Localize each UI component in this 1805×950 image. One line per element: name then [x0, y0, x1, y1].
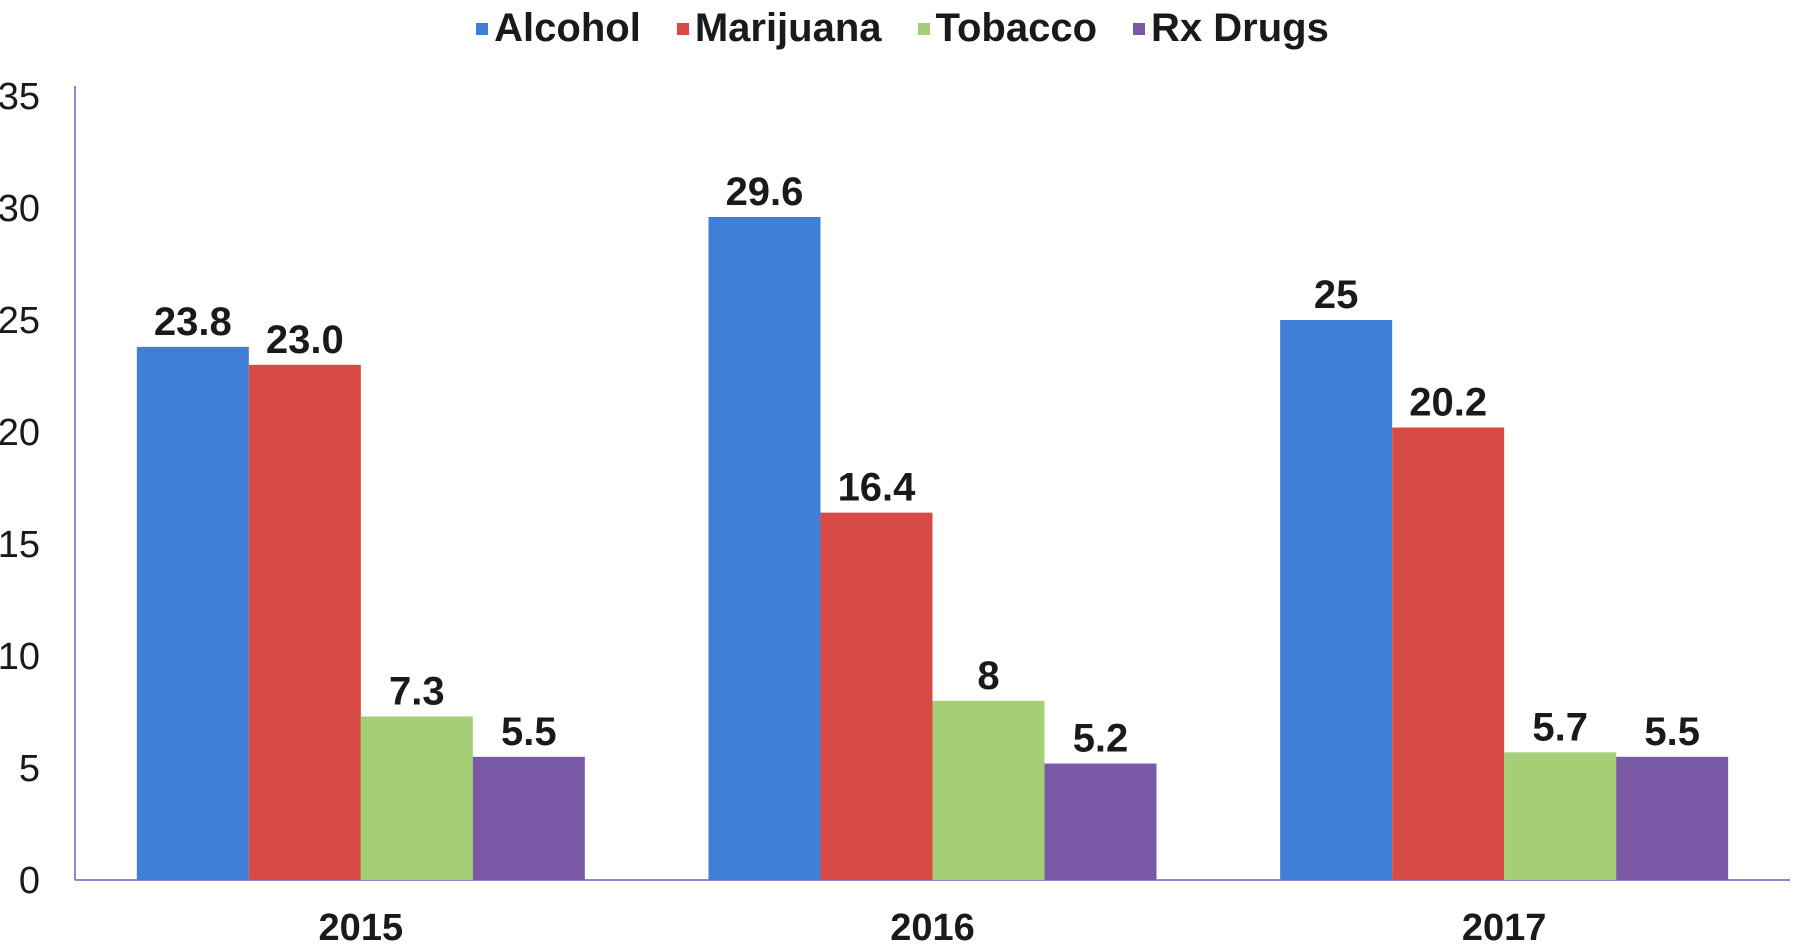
legend-item-alcohol: Alcohol	[476, 6, 641, 51]
y-tick-label: 10	[0, 636, 40, 678]
data-label: 23.0	[266, 318, 344, 362]
legend-item-tobacco: Tobacco	[917, 6, 1098, 51]
legend-label: Marijuana	[694, 6, 882, 50]
data-label: 20.2	[1409, 381, 1487, 425]
y-tick-label: 15	[0, 524, 40, 566]
y-tick-label: 20	[0, 412, 40, 454]
bar-alcohol-2016	[708, 216, 821, 880]
bar-tobacco-2017	[1504, 752, 1617, 880]
legend-label: Rx Drugs	[1151, 6, 1329, 50]
y-tick-label: 5	[19, 748, 40, 790]
data-label: 5.7	[1532, 705, 1588, 749]
data-label: 5.2	[1073, 717, 1129, 761]
legend-label: Tobacco	[935, 6, 1098, 50]
y-tick-label: 30	[0, 188, 40, 230]
legend-swatch	[476, 22, 489, 35]
x-category-label: 2017	[1462, 907, 1547, 949]
data-label: 25	[1314, 273, 1359, 317]
bar-tobacco-2015	[360, 716, 473, 880]
chart-legend: Alcohol Marijuana Tobacco Rx Drugs	[0, 6, 1805, 51]
legend-label: Alcohol	[494, 6, 641, 50]
x-category-label: 2016	[890, 907, 975, 949]
y-tick-label: 35	[0, 76, 40, 118]
legend-item-marijuana: Marijuana	[676, 6, 882, 51]
data-label: 8	[977, 654, 999, 698]
legend-swatch	[1133, 22, 1146, 35]
data-label: 23.8	[154, 300, 232, 344]
data-label: 5.5	[1644, 710, 1700, 754]
data-label: 5.5	[501, 710, 557, 754]
bar-rx-drugs-2015	[472, 756, 585, 880]
bar-alcohol-2015	[136, 346, 249, 880]
legend-swatch	[917, 22, 930, 35]
bar-marijuana-2017	[1392, 427, 1505, 880]
legend-swatch	[676, 22, 689, 35]
bar-alcohol-2017	[1280, 320, 1393, 880]
legend-item-rx-drugs: Rx Drugs	[1133, 6, 1329, 51]
data-label: 16.4	[838, 466, 917, 510]
bar-tobacco-2016	[932, 700, 1045, 880]
y-tick-label: 0	[19, 860, 40, 902]
data-label: 7.3	[389, 669, 445, 713]
y-tick-label: 25	[0, 300, 40, 342]
data-label: 29.6	[726, 170, 804, 214]
bar-marijuana-2015	[248, 364, 361, 880]
bar-marijuana-2016	[820, 512, 933, 880]
bar-rx-drugs-2017	[1616, 756, 1729, 880]
bar-rx-drugs-2016	[1044, 763, 1157, 880]
x-category-label: 2015	[319, 907, 404, 949]
